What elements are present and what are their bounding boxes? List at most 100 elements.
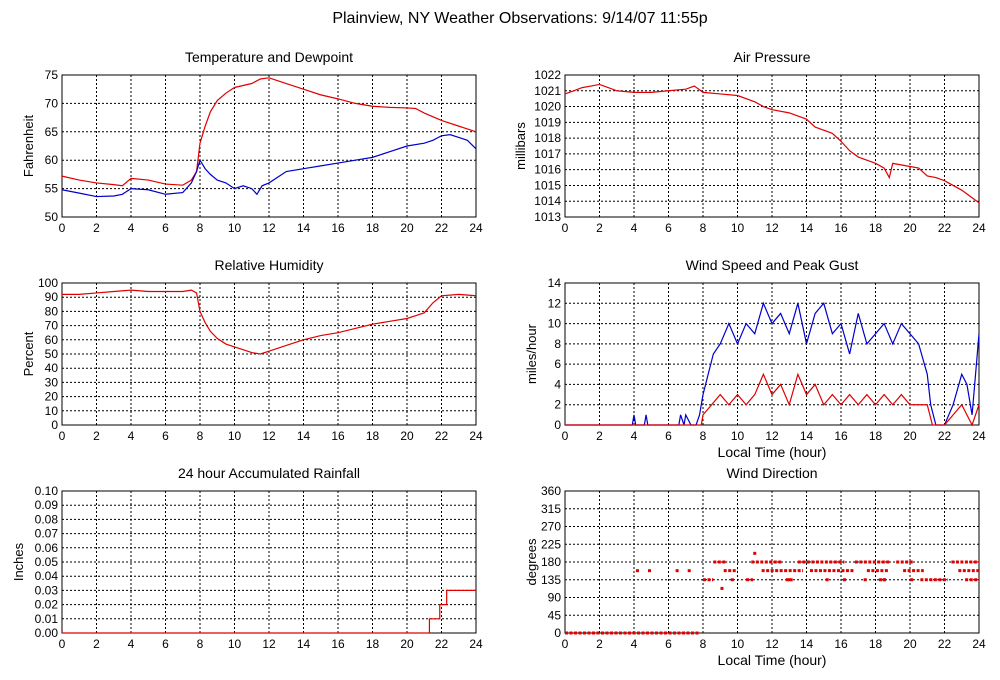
y-tick-label: 135 <box>541 573 561 587</box>
x-tick-label: 20 <box>400 221 414 235</box>
x-tick-label: 20 <box>903 637 917 651</box>
x-tick-label: 8 <box>700 637 707 651</box>
direction-point <box>720 586 724 590</box>
x-tick-label: 6 <box>665 221 672 235</box>
x-tick-label: 12 <box>262 429 276 443</box>
direction-point <box>648 569 652 573</box>
x-tick-label: 24 <box>972 429 986 443</box>
y-tick-label: 1018 <box>534 131 561 145</box>
x-tick-label: 0 <box>562 429 569 443</box>
x-tick-label: 16 <box>331 429 345 443</box>
x-tick-label: 2 <box>596 429 603 443</box>
y-tick-label: 0.08 <box>35 512 59 526</box>
y-axis-label: Percent <box>21 331 36 376</box>
direction-point <box>675 569 679 573</box>
x-tick-label: 20 <box>903 221 917 235</box>
x-tick-label: 18 <box>869 637 883 651</box>
x-tick-label: 6 <box>162 221 169 235</box>
direction-point <box>910 578 914 582</box>
y-tick-label: 45 <box>548 608 562 622</box>
plot-frame <box>564 282 980 426</box>
x-tick-label: 18 <box>366 221 380 235</box>
x-tick-label: 22 <box>435 637 449 651</box>
chart-title: Relative Humidity <box>215 257 324 273</box>
chart-title: Temperature and Dewpoint <box>185 49 353 65</box>
y-tick-label: 100 <box>38 276 58 290</box>
y-tick-label: 10 <box>548 317 562 331</box>
y-tick-label: 1017 <box>534 147 561 161</box>
x-tick-label: 24 <box>469 429 483 443</box>
x-tick-label: 2 <box>596 221 603 235</box>
pressure-panel: 0 2 4 6 8 10 12 14 16 18 20 22 241013101410151016101… <box>513 49 986 235</box>
x-tick-label: 12 <box>262 221 276 235</box>
series-line <box>565 372 980 427</box>
x-tick-label: 24 <box>469 637 483 651</box>
series-line <box>564 83 980 204</box>
direction-panel: 0 2 4 6 8 10 12 14 16 18 20 22 240459013518022527031… <box>524 465 986 668</box>
x-tick-label: 14 <box>297 429 311 443</box>
x-tick-label: 4 <box>128 221 135 235</box>
y-tick-label: 315 <box>541 502 561 516</box>
direction-point <box>635 569 639 573</box>
plot-frame <box>564 74 980 218</box>
x-tick-label: 6 <box>162 637 169 651</box>
x-tick-label: 8 <box>700 221 707 235</box>
y-tick-label: 1020 <box>534 100 561 114</box>
y-tick-label: 14 <box>548 276 562 290</box>
x-tick-label: 18 <box>869 429 883 443</box>
x-tick-label: 10 <box>731 637 745 651</box>
series-line <box>62 589 476 634</box>
direction-point <box>787 578 791 582</box>
x-tick-label: 6 <box>162 429 169 443</box>
y-tick-label: 0 <box>51 418 58 432</box>
y-tick-label: 2 <box>554 398 561 412</box>
y-tick-label: 0 <box>554 626 561 640</box>
series-line <box>61 134 477 198</box>
x-tick-label: 0 <box>59 429 66 443</box>
y-tick-label: 1013 <box>534 210 561 224</box>
x-tick-label: 0 <box>59 221 66 235</box>
y-tick-label: 1021 <box>534 84 561 98</box>
y-tick-label: 70 <box>45 319 59 333</box>
x-tick-label: 16 <box>331 637 345 651</box>
x-tick-label: 6 <box>665 429 672 443</box>
x-tick-label: 12 <box>765 637 779 651</box>
x-tick-label: 12 <box>765 221 779 235</box>
x-tick-label: 2 <box>93 637 100 651</box>
x-tick-label: 8 <box>197 637 204 651</box>
x-tick-label: 2 <box>596 637 603 651</box>
y-tick-label: 360 <box>541 484 561 498</box>
x-tick-label: 4 <box>631 221 638 235</box>
chart-title: Air Pressure <box>733 49 810 65</box>
y-tick-label: 40 <box>45 361 59 375</box>
x-tick-label: 14 <box>800 221 814 235</box>
direction-point <box>882 578 886 582</box>
y-tick-label: 0.02 <box>35 598 59 612</box>
y-tick-label: 0.07 <box>35 527 59 541</box>
x-tick-label: 4 <box>631 637 638 651</box>
y-tick-label: 270 <box>541 520 561 534</box>
x-tick-label: 14 <box>800 637 814 651</box>
y-tick-label: 70 <box>45 96 59 110</box>
x-tick-label: 4 <box>631 429 638 443</box>
x-tick-label: 18 <box>366 429 380 443</box>
x-tick-label: 14 <box>800 429 814 443</box>
x-tick-label: 10 <box>228 429 242 443</box>
x-axis-label: Local Time (hour) <box>718 652 827 668</box>
direction-point <box>842 578 846 582</box>
y-tick-label: 50 <box>45 210 59 224</box>
x-tick-label: 8 <box>197 429 204 443</box>
x-tick-label: 0 <box>562 221 569 235</box>
x-tick-label: 16 <box>834 221 848 235</box>
y-tick-label: 10 <box>45 404 59 418</box>
y-axis-label: Inches <box>11 542 26 581</box>
y-tick-label: 55 <box>45 182 59 196</box>
y-tick-label: 60 <box>45 333 59 347</box>
y-tick-label: 1015 <box>534 178 561 192</box>
direction-point <box>825 578 829 582</box>
y-tick-label: 1022 <box>534 68 561 82</box>
x-tick-label: 8 <box>700 429 707 443</box>
